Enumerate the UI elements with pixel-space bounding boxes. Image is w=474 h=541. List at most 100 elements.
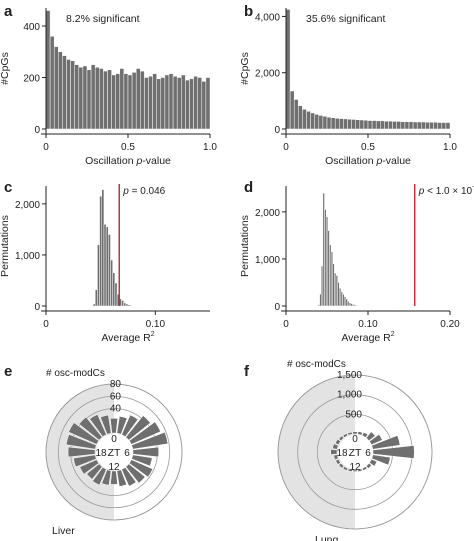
hour-label: 0: [352, 434, 358, 445]
polar-bar: [89, 414, 107, 438]
hour-label: 18: [336, 448, 348, 459]
y-tick-label: 2,000: [255, 208, 280, 219]
histogram-bar: [306, 111, 311, 130]
histogram-bar: [351, 119, 356, 130]
histogram-bar: [129, 304, 133, 307]
polar-bar: [369, 434, 383, 446]
histogram-bar: [172, 75, 178, 130]
panel-letter-e: e: [4, 363, 12, 380]
histogram-bar: [62, 55, 67, 130]
histogram-bar: [330, 117, 336, 130]
polar-bar: [330, 449, 338, 455]
histogram-bar: [152, 73, 157, 130]
histogram-bar: [156, 78, 162, 130]
histogram-bar: [78, 66, 84, 130]
polar-bar: [86, 463, 103, 480]
polar-bar: [372, 445, 415, 459]
histogram-bar: [314, 114, 320, 130]
histogram-bar: [90, 64, 96, 130]
histogram-bar: [105, 226, 109, 307]
x-tick-label: 1.0: [203, 142, 217, 153]
y-axis-label: Permutations: [0, 215, 11, 277]
radial-tick-label: 1,500: [337, 370, 362, 381]
histogram-bar: [285, 9, 291, 130]
polar-bar: [110, 418, 118, 434]
histogram-bar: [359, 119, 365, 130]
polar-bar: [121, 466, 137, 487]
histogram-bar: [114, 282, 118, 307]
histogram-bar: [201, 81, 207, 130]
panel-d: p < 1.0 × 10−4 0 1,000 2,000 0 0.10 0.20 Averag…: [239, 184, 474, 344]
radial-axis-label: # osc-modCs: [287, 359, 346, 370]
histogram-bar: [347, 118, 352, 130]
polar-bar: [125, 463, 146, 484]
histogram-bar: [189, 78, 194, 130]
x-axis-label-p: p: [375, 155, 382, 167]
polar-bar: [132, 446, 159, 458]
x-tick-label: 0: [43, 319, 49, 330]
polar-bar: [361, 466, 368, 471]
polar-bar: [131, 454, 153, 467]
histogram-bar: [94, 289, 98, 307]
center-label: ZT: [108, 447, 121, 459]
polar-bar: [116, 469, 128, 487]
histogram-bar: [70, 60, 75, 130]
histogram-bar: [127, 74, 133, 130]
x-tick-label: 0: [43, 142, 49, 153]
y-tick-label: 0: [274, 125, 280, 136]
y-tick-label: 1,000: [255, 255, 280, 266]
histogram-bar: [82, 65, 88, 130]
histogram-bar: [404, 121, 410, 130]
panel-letter-c: c: [4, 179, 12, 196]
x-tick-label: 0.10: [146, 319, 166, 330]
histogram-bar: [112, 272, 116, 307]
histogram-bar: [45, 10, 51, 130]
radial-tick-label: 40: [110, 404, 122, 415]
histogram-bar: [289, 90, 295, 130]
histogram-bar: [298, 105, 303, 130]
histogram-bar: [103, 224, 107, 307]
x-axis-label-text: Average R: [341, 332, 391, 344]
polar-bar: [352, 469, 358, 472]
histogram-bar: [181, 74, 186, 130]
histogram-bar: [388, 120, 393, 130]
significance-annotation: 8.2% significant: [66, 13, 140, 25]
histogram-bars: [285, 9, 451, 130]
x-tick-label: 0: [283, 319, 289, 330]
threshold-label-p: p: [122, 186, 129, 197]
inner-disc: [96, 434, 132, 470]
hour-label: 12: [108, 462, 120, 473]
polar-bar: [110, 470, 118, 485]
histogram-bar: [92, 303, 96, 307]
hour-label: 0: [111, 434, 117, 445]
x-axis-label: Oscillation p-value: [85, 155, 171, 167]
x-tick-label: 0.20: [440, 319, 460, 330]
histogram-bar: [164, 74, 170, 130]
histogram-bar: [168, 73, 174, 130]
polar-bar: [65, 434, 97, 450]
polar-bar: [128, 421, 161, 445]
histogram-bar: [445, 122, 451, 130]
y-tick-label: 400: [23, 22, 40, 33]
polar-bar: [357, 431, 363, 436]
histogram-bar: [429, 121, 434, 130]
x-axis-label-suffix: -value: [382, 155, 411, 167]
histogram-bar: [107, 69, 112, 130]
polar-bar: [121, 414, 139, 438]
histogram-bars: [317, 192, 365, 307]
polar-bar: [335, 458, 341, 465]
y-axis-label: Permutations: [239, 215, 251, 277]
histogram-bar: [127, 304, 131, 307]
radial-gridline: [57, 395, 171, 509]
y-tick-label: 0: [34, 125, 40, 136]
histogram-bar: [421, 121, 426, 130]
y-tick-label: 4,000: [255, 12, 280, 23]
polar-bar: [342, 433, 349, 438]
x-axis-label-text: Oscillation: [85, 155, 136, 167]
y-tick-label: 0: [274, 302, 280, 313]
histogram-bar: [110, 259, 113, 307]
histogram-bar: [123, 73, 129, 130]
x-axis-label-exponent: 2: [391, 331, 395, 338]
radial-axis-label: # osc-modCs: [46, 368, 105, 379]
x-axis-label-p: p: [135, 155, 142, 167]
